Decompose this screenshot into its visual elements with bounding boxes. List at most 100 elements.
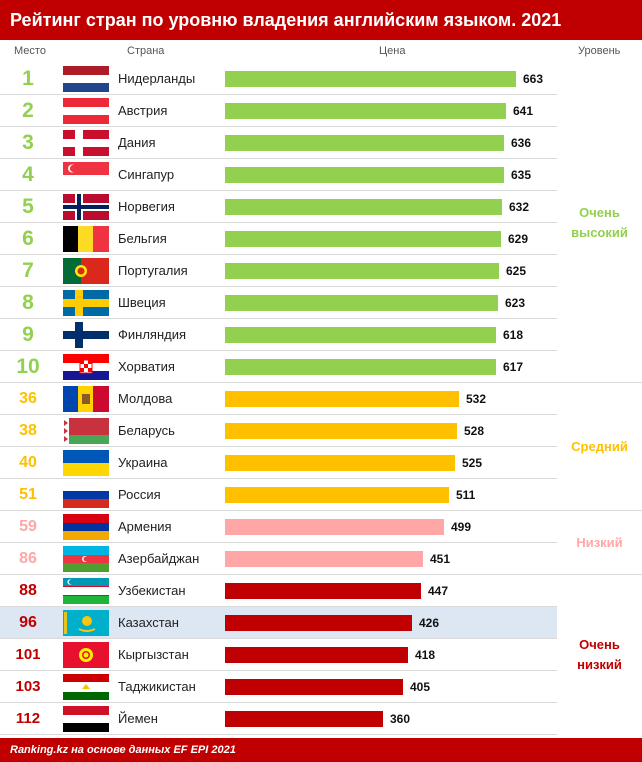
header-price: Цена bbox=[379, 45, 406, 57]
country-name: Россия bbox=[118, 487, 161, 502]
table-row: 9 Финляндия 618 bbox=[0, 319, 642, 351]
value-label: 617 bbox=[503, 360, 524, 374]
table-row: 88 Узбекистан 447 bbox=[0, 575, 642, 607]
country-name: Нидерланды bbox=[118, 71, 196, 86]
flag-belgium-icon bbox=[63, 226, 109, 252]
country-name: Норвегия bbox=[118, 199, 175, 214]
rank-number: 101 bbox=[15, 646, 41, 663]
flag-uzbekistan-icon bbox=[63, 578, 109, 604]
bar bbox=[225, 135, 504, 151]
value-label: 636 bbox=[511, 136, 532, 150]
value-label: 418 bbox=[415, 648, 436, 662]
header-place: Место bbox=[14, 45, 46, 57]
row-divider bbox=[0, 94, 557, 95]
bar bbox=[225, 615, 412, 631]
bar bbox=[225, 487, 449, 503]
bar bbox=[225, 679, 403, 695]
flag-armenia-icon bbox=[63, 514, 109, 540]
bar bbox=[225, 583, 421, 599]
bar bbox=[225, 519, 444, 535]
rank-number: 112 bbox=[15, 710, 41, 727]
table-row: 86 Азербайджан 451 bbox=[0, 543, 642, 575]
value-label: 629 bbox=[508, 232, 529, 246]
country-name: Кыргызстан bbox=[118, 647, 189, 662]
row-divider bbox=[0, 286, 557, 287]
value-label: 635 bbox=[511, 168, 532, 182]
table-row: 10 Хорватия 617 bbox=[0, 351, 642, 383]
country-name: Узбекистан bbox=[118, 583, 186, 598]
country-name: Азербайджан bbox=[118, 551, 200, 566]
rank-number: 10 bbox=[16, 355, 40, 378]
flag-belarus-icon bbox=[63, 418, 109, 444]
rank-number: 4 bbox=[22, 163, 34, 186]
country-name: Армения bbox=[118, 519, 172, 534]
row-divider bbox=[0, 350, 557, 351]
flag-norway-icon bbox=[63, 194, 109, 220]
country-name: Португалия bbox=[118, 263, 188, 278]
bar bbox=[225, 455, 455, 471]
flag-singapore-icon bbox=[63, 162, 109, 188]
table-row: 59 Армения 499 bbox=[0, 511, 642, 543]
rank-number: 38 bbox=[19, 422, 37, 439]
table-row: 51 Россия 511 bbox=[0, 479, 642, 511]
bar bbox=[225, 711, 383, 727]
rank-number: 1 bbox=[22, 67, 34, 90]
bar bbox=[225, 231, 501, 247]
bar bbox=[225, 551, 423, 567]
flag-netherlands-icon bbox=[63, 66, 109, 92]
flag-kazakhstan-icon bbox=[63, 610, 109, 636]
row-divider bbox=[0, 510, 557, 511]
flag-ukraine-icon bbox=[63, 450, 109, 476]
flag-sweden-icon bbox=[63, 290, 109, 316]
value-label: 532 bbox=[466, 392, 487, 406]
flag-austria-icon bbox=[63, 98, 109, 124]
rank-number: 36 bbox=[19, 390, 37, 407]
value-label: 426 bbox=[419, 616, 440, 630]
flag-moldova-icon bbox=[63, 386, 109, 412]
level-label-medium: Средний bbox=[571, 439, 628, 454]
flag-yemen-icon bbox=[63, 706, 109, 732]
table-row: 103 Таджикистан 405 bbox=[0, 671, 642, 703]
header-country: Страна bbox=[127, 45, 165, 57]
value-label: 360 bbox=[390, 712, 411, 726]
row-divider bbox=[0, 702, 557, 703]
rank-number: 40 bbox=[19, 454, 37, 471]
value-label: 525 bbox=[462, 456, 483, 470]
rank-number: 51 bbox=[19, 486, 37, 503]
table-row: 5 Норвегия 632 bbox=[0, 191, 642, 223]
level-separator bbox=[557, 382, 642, 383]
rank-number: 7 bbox=[22, 259, 34, 282]
country-name: Казахстан bbox=[118, 615, 179, 630]
row-divider bbox=[0, 254, 557, 255]
flag-azerbaijan-icon bbox=[63, 546, 109, 572]
country-name: Сингапур bbox=[118, 167, 175, 182]
rank-number: 59 bbox=[19, 518, 37, 535]
header-level: Уровень bbox=[578, 45, 621, 57]
rank-number: 88 bbox=[19, 582, 37, 599]
rank-number: 8 bbox=[22, 291, 34, 314]
value-label: 618 bbox=[503, 328, 524, 342]
source-footer: Ranking.kz на основе данных EF EPI 2021 bbox=[0, 738, 642, 762]
row-divider bbox=[0, 606, 557, 607]
table-row: 7 Португалия 625 bbox=[0, 255, 642, 287]
rank-number: 5 bbox=[22, 195, 34, 218]
country-name: Хорватия bbox=[118, 359, 175, 374]
row-divider bbox=[0, 222, 557, 223]
value-label: 641 bbox=[513, 104, 534, 118]
rank-number: 96 bbox=[19, 614, 37, 631]
value-label: 528 bbox=[464, 424, 485, 438]
country-name: Беларусь bbox=[118, 423, 175, 438]
country-name: Дания bbox=[118, 135, 156, 150]
flag-portugal-icon bbox=[63, 258, 109, 284]
chart-title: Рейтинг стран по уровню владения английс… bbox=[0, 0, 642, 40]
flag-denmark-icon bbox=[63, 130, 109, 156]
row-divider bbox=[0, 126, 557, 127]
country-name: Молдова bbox=[118, 391, 173, 406]
rank-number: 3 bbox=[22, 131, 34, 154]
bar bbox=[225, 103, 506, 119]
rank-number: 103 bbox=[15, 678, 41, 695]
flag-tajikistan-icon bbox=[63, 674, 109, 700]
value-label: 447 bbox=[428, 584, 449, 598]
row-divider bbox=[0, 478, 557, 479]
bar bbox=[225, 295, 498, 311]
